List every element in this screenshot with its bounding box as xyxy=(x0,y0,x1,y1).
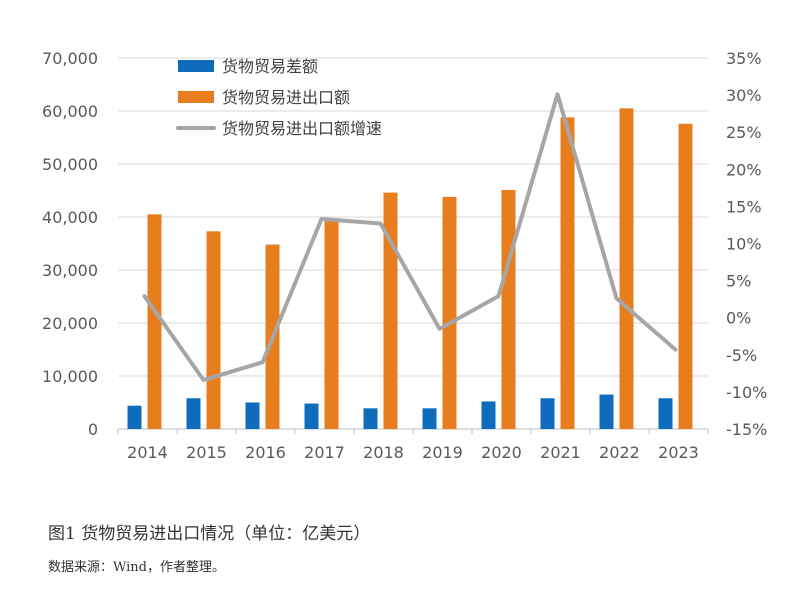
bar-trade-volume xyxy=(619,108,634,429)
right-tick-label: 25% xyxy=(726,123,762,142)
left-tick-label: 20,000 xyxy=(42,314,98,333)
left-tick-label: 40,000 xyxy=(42,208,98,227)
growth-line xyxy=(142,92,678,383)
right-tick-label: 0% xyxy=(726,309,751,328)
bar-trade-volume xyxy=(324,220,339,429)
bar-trade-volume xyxy=(206,231,221,429)
bar-balance xyxy=(186,398,201,429)
right-tick-label: -15% xyxy=(726,420,767,439)
left-tick-label: 60,000 xyxy=(42,102,98,121)
left-tick-label: 70,000 xyxy=(42,49,98,68)
bar-trade-volume xyxy=(147,214,162,429)
legend-swatch-trade-volume xyxy=(178,91,214,103)
x-tick-label: 2018 xyxy=(363,443,404,462)
x-tick-label: 2019 xyxy=(422,443,463,462)
bar-balance xyxy=(363,408,378,429)
left-axis-ticks: 0 10,000 20,000 30,000 40,000 50,000 60,000 70,… xyxy=(42,49,98,439)
bar-trade-volume xyxy=(383,192,398,429)
right-tick-label: -5% xyxy=(726,346,757,365)
x-tick-label: 2020 xyxy=(481,443,522,462)
x-axis-ticks: 2014 2015 2016 2017 2018 2019 2020 2021 2022 2023 xyxy=(127,443,699,462)
bar-balance xyxy=(245,402,260,429)
legend-swatch-balance xyxy=(178,60,214,72)
x-tick-label: 2022 xyxy=(599,443,640,462)
right-tick-label: 5% xyxy=(726,272,751,291)
bars xyxy=(127,108,693,430)
bar-balance xyxy=(422,408,437,429)
source-note: 数据来源：Wind，作者整理。 xyxy=(48,560,225,575)
figure-caption: 图1 货物贸易进出口情况（单位：亿美元） xyxy=(48,524,371,544)
legend-label: 货物贸易进出口额增速 xyxy=(222,119,382,138)
bar-trade-volume xyxy=(501,189,516,429)
growth-line-path xyxy=(142,92,678,383)
right-tick-label: 35% xyxy=(726,49,762,68)
bar-balance xyxy=(127,405,142,429)
trade-chart: 0 10,000 20,000 30,000 40,000 50,000 60,000 70,… xyxy=(42,49,767,462)
bar-trade-volume xyxy=(560,117,575,430)
left-tick-label: 10,000 xyxy=(42,367,98,386)
right-axis-ticks: -15% -10% -5% 0% 5% 10% 15% 20% 25% 30% 35% xyxy=(726,49,767,439)
right-tick-label: 30% xyxy=(726,86,762,105)
legend-label: 货物贸易差额 xyxy=(222,57,318,76)
left-tick-label: 0 xyxy=(88,420,98,439)
legend-label: 货物贸易进出口额 xyxy=(222,88,350,107)
right-tick-label: 15% xyxy=(726,197,762,216)
x-tick-label: 2021 xyxy=(540,443,581,462)
bar-balance xyxy=(658,398,673,429)
right-tick-label: -10% xyxy=(726,383,767,402)
bar-trade-volume xyxy=(442,196,457,429)
left-tick-label: 50,000 xyxy=(42,155,98,174)
x-tick-label: 2016 xyxy=(245,443,286,462)
bar-balance xyxy=(304,403,319,429)
x-tick-label: 2023 xyxy=(658,443,699,462)
bar-balance xyxy=(599,394,614,429)
x-tick-label: 2015 xyxy=(186,443,227,462)
x-tick-label: 2014 xyxy=(127,443,168,462)
bar-balance xyxy=(540,398,555,429)
left-tick-label: 30,000 xyxy=(42,261,98,280)
x-tick-label: 2017 xyxy=(304,443,345,462)
right-tick-label: 10% xyxy=(726,235,762,254)
bar-balance xyxy=(481,401,496,429)
right-tick-label: 20% xyxy=(726,160,762,179)
bar-trade-volume xyxy=(678,123,693,429)
